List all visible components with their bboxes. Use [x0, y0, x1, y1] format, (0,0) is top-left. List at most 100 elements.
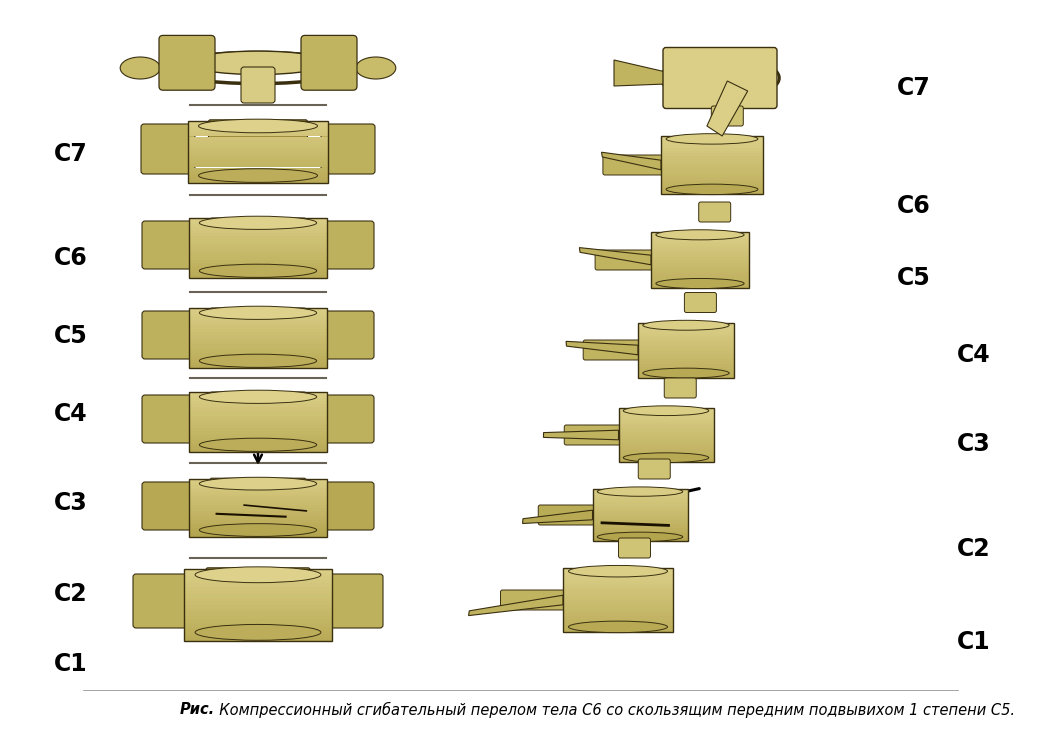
Ellipse shape: [199, 439, 316, 451]
Bar: [638, 361, 734, 364]
Bar: [638, 331, 734, 333]
Bar: [618, 430, 713, 433]
Bar: [638, 325, 734, 328]
FancyBboxPatch shape: [583, 340, 640, 360]
Bar: [651, 274, 750, 277]
FancyBboxPatch shape: [206, 568, 310, 600]
Bar: [651, 280, 750, 283]
Bar: [189, 511, 327, 513]
Bar: [189, 490, 327, 493]
Bar: [618, 435, 713, 438]
FancyBboxPatch shape: [210, 308, 306, 334]
Ellipse shape: [356, 57, 396, 79]
Bar: [189, 434, 327, 437]
Bar: [661, 186, 763, 188]
Bar: [563, 603, 672, 606]
Bar: [184, 594, 332, 598]
Bar: [661, 154, 763, 157]
Bar: [638, 323, 734, 325]
Text: C5: C5: [897, 266, 931, 290]
Bar: [189, 338, 327, 341]
FancyBboxPatch shape: [664, 378, 696, 398]
Text: C6: C6: [54, 246, 87, 270]
Ellipse shape: [199, 168, 318, 183]
Bar: [618, 427, 713, 430]
Bar: [618, 408, 713, 462]
Bar: [563, 606, 672, 610]
Bar: [661, 136, 763, 194]
Bar: [651, 255, 750, 257]
Bar: [661, 162, 763, 165]
Bar: [661, 191, 763, 194]
Bar: [189, 269, 327, 272]
Text: C4: C4: [54, 402, 87, 426]
Bar: [638, 358, 734, 361]
FancyBboxPatch shape: [320, 482, 374, 530]
Bar: [563, 568, 672, 571]
Bar: [184, 630, 332, 634]
Bar: [189, 218, 327, 221]
FancyBboxPatch shape: [638, 459, 670, 479]
Bar: [618, 441, 713, 443]
Bar: [189, 329, 327, 332]
Bar: [592, 489, 687, 541]
Bar: [563, 597, 672, 600]
Bar: [592, 525, 687, 528]
Polygon shape: [614, 60, 666, 86]
Text: C2: C2: [54, 582, 87, 605]
Bar: [592, 508, 687, 510]
Bar: [188, 177, 328, 180]
Bar: [184, 583, 332, 587]
FancyBboxPatch shape: [142, 311, 196, 359]
Bar: [618, 456, 713, 459]
Bar: [189, 534, 327, 537]
Bar: [188, 174, 328, 177]
Bar: [188, 121, 328, 124]
Bar: [592, 494, 687, 497]
Bar: [651, 266, 750, 269]
Bar: [188, 142, 328, 145]
Bar: [592, 499, 687, 502]
Bar: [189, 275, 327, 278]
Text: C7: C7: [897, 76, 931, 99]
Bar: [189, 437, 327, 440]
Bar: [563, 613, 672, 616]
Bar: [592, 528, 687, 531]
Bar: [189, 230, 327, 233]
FancyBboxPatch shape: [711, 106, 743, 126]
Bar: [189, 332, 327, 335]
Bar: [184, 620, 332, 623]
Bar: [592, 523, 687, 525]
Bar: [661, 183, 763, 186]
Polygon shape: [543, 430, 618, 440]
FancyBboxPatch shape: [208, 119, 307, 148]
Ellipse shape: [642, 321, 729, 330]
FancyBboxPatch shape: [699, 202, 731, 222]
Bar: [184, 569, 332, 573]
Bar: [184, 623, 332, 626]
Bar: [661, 165, 763, 168]
Bar: [638, 370, 734, 372]
FancyBboxPatch shape: [321, 124, 375, 174]
Bar: [563, 600, 672, 603]
Bar: [638, 352, 734, 355]
Ellipse shape: [195, 625, 321, 640]
Ellipse shape: [199, 306, 316, 319]
FancyBboxPatch shape: [501, 590, 565, 610]
Bar: [189, 528, 327, 531]
Bar: [651, 260, 750, 263]
Bar: [189, 257, 327, 260]
Ellipse shape: [656, 278, 744, 289]
Bar: [189, 344, 327, 347]
Bar: [651, 243, 750, 246]
Bar: [563, 591, 672, 594]
Ellipse shape: [568, 565, 667, 577]
Bar: [618, 411, 713, 413]
Bar: [189, 516, 327, 519]
FancyBboxPatch shape: [320, 221, 374, 269]
Bar: [592, 497, 687, 499]
Bar: [188, 139, 328, 142]
Text: C2: C2: [957, 537, 990, 561]
Bar: [188, 180, 328, 183]
Polygon shape: [580, 248, 651, 265]
